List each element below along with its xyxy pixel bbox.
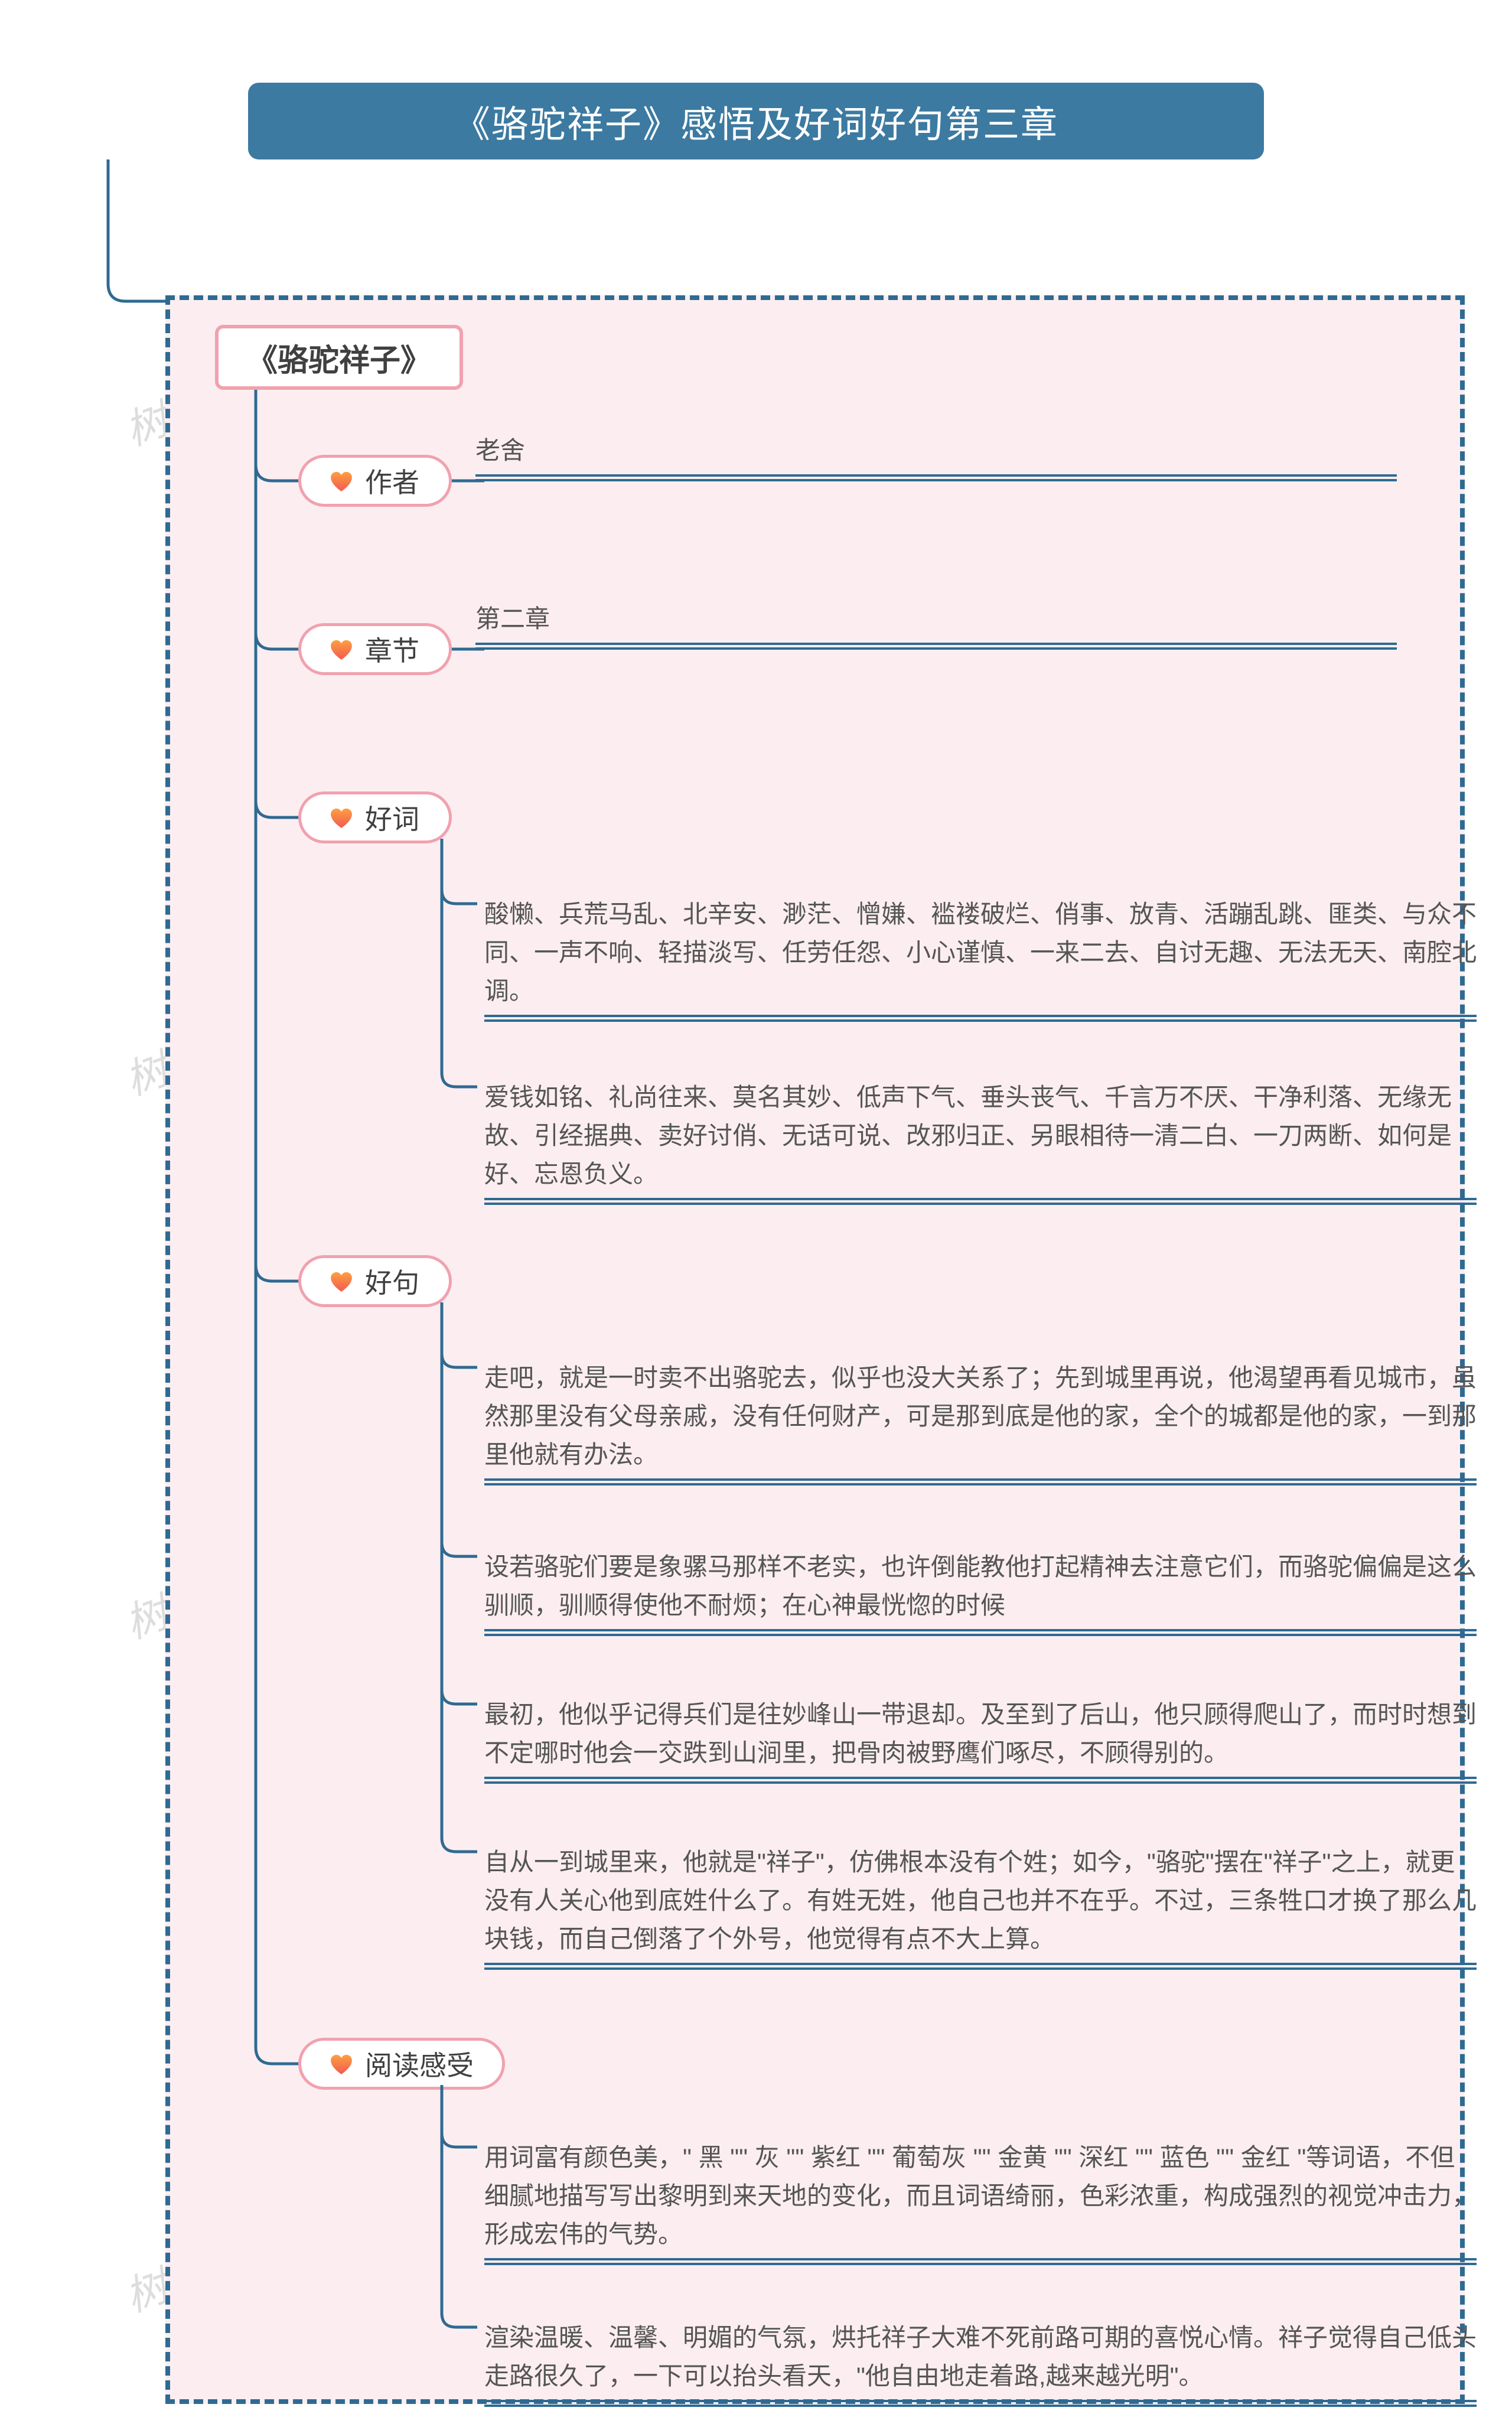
section-label: 好句 xyxy=(365,1262,419,1301)
section-label: 章节 xyxy=(365,630,419,669)
content-block: 老舍 xyxy=(475,431,1397,481)
content-block: 渲染温暖、温馨、明媚的气氛，烘托祥子大难不死前路可期的喜悦心情。祥子觉得自己低头… xyxy=(484,2318,1477,2407)
section-node: 好句 xyxy=(298,1255,452,1307)
heart-icon xyxy=(328,636,354,662)
section-label: 好词 xyxy=(365,798,419,837)
heart-icon xyxy=(328,2051,354,2077)
section-node: 章节 xyxy=(298,623,452,675)
heart-icon xyxy=(328,804,354,830)
content-block: 最初，他似乎记得兵们是往妙峰山一带退却。及至到了后山，他只顾得爬山了，而时时想到… xyxy=(484,1695,1477,1784)
section-label: 作者 xyxy=(365,461,419,500)
content-block: 设若骆驼们要是象骡马那样不老实，也许倒能教他打起精神去注意它们，而骆驼偏偏是这么… xyxy=(484,1548,1477,1636)
content-block: 自从一到城里来，他就是"祥子"，仿佛根本没有个姓；如今，"骆驼"摆在"祥子"之上… xyxy=(484,1843,1477,1970)
content-block: 走吧，就是一时卖不出骆驼去，似乎也没大关系了；先到城里再说，他渴望再看见城市，虽… xyxy=(484,1359,1477,1485)
heart-icon xyxy=(328,1268,354,1294)
section-node: 好词 xyxy=(298,791,452,843)
content-block: 第二章 xyxy=(475,600,1397,650)
book-title-node: 《骆驼祥子》 xyxy=(215,325,463,390)
content-block: 爱钱如铭、礼尚往来、莫名其妙、低声下气、垂头丧气、千言万不厌、干净利落、无缘无故… xyxy=(484,1078,1477,1205)
section-node: 作者 xyxy=(298,455,452,507)
content-block: 酸懒、兵荒马乱、北辛安、渺茫、憎嫌、褴褛破烂、俏事、放青、活蹦乱跳、匪类、与众不… xyxy=(484,895,1477,1022)
heart-icon xyxy=(328,468,354,494)
page-title: 《骆驼祥子》感悟及好词好句第三章 xyxy=(248,83,1264,159)
content-block: 用词富有颜色美，" 黑 "" 灰 "" 紫红 "" 葡萄灰 "" 金黄 "" 深… xyxy=(484,2138,1477,2265)
